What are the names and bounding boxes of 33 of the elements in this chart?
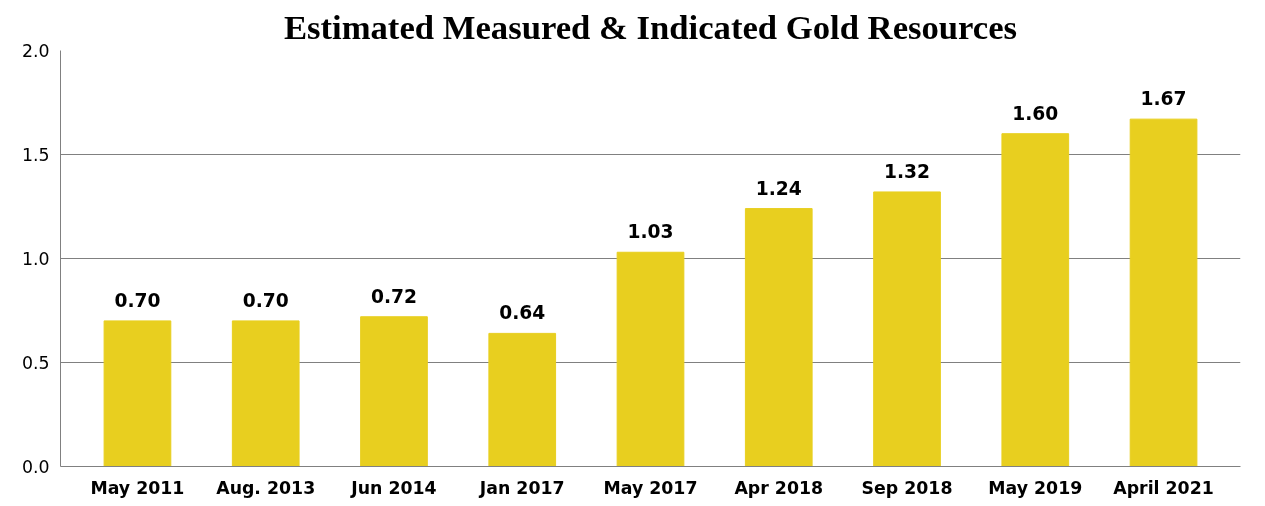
- x-tick-label: Aug. 2013: [216, 477, 316, 498]
- data-label: 1.03: [627, 221, 674, 243]
- y-tick-label: 2.0: [21, 41, 50, 61]
- bar: [488, 332, 557, 467]
- x-tick-label: Apr 2018: [734, 477, 824, 498]
- bar: [1129, 118, 1198, 467]
- bar: [103, 320, 172, 467]
- y-tick-label: 1.5: [21, 145, 50, 165]
- x-tick-label: Sep 2018: [861, 477, 953, 498]
- x-tick-label: Jun 2014: [350, 477, 437, 498]
- data-label: 0.64: [499, 302, 546, 324]
- data-label: 0.70: [114, 289, 161, 311]
- x-tick-label: May 2019: [988, 477, 1083, 498]
- y-tick-label: 0.0: [21, 457, 50, 477]
- x-tick-label: May 2011: [90, 477, 185, 498]
- x-tick-label: Jan 2017: [478, 477, 565, 498]
- y-tick-label: 0.5: [21, 353, 50, 373]
- bar: [1001, 133, 1070, 467]
- x-tick-label: May 2017: [603, 477, 698, 498]
- y-tick-label: 1.0: [21, 249, 50, 269]
- x-tick-label: April 2021: [1113, 477, 1214, 498]
- data-label: 1.67: [1140, 88, 1187, 110]
- bar: [744, 208, 813, 467]
- bar: [873, 191, 941, 467]
- data-label: 0.70: [242, 289, 289, 311]
- chart-title: Estimated Measured & Indicated Gold Resources: [283, 7, 1018, 46]
- data-label: 1.60: [1012, 102, 1059, 124]
- data-label: 1.24: [755, 177, 802, 199]
- bar: [231, 320, 300, 467]
- bar: [360, 316, 428, 467]
- data-label: 0.72: [370, 285, 417, 307]
- data-label: 1.32: [884, 160, 931, 182]
- bar: [616, 251, 685, 467]
